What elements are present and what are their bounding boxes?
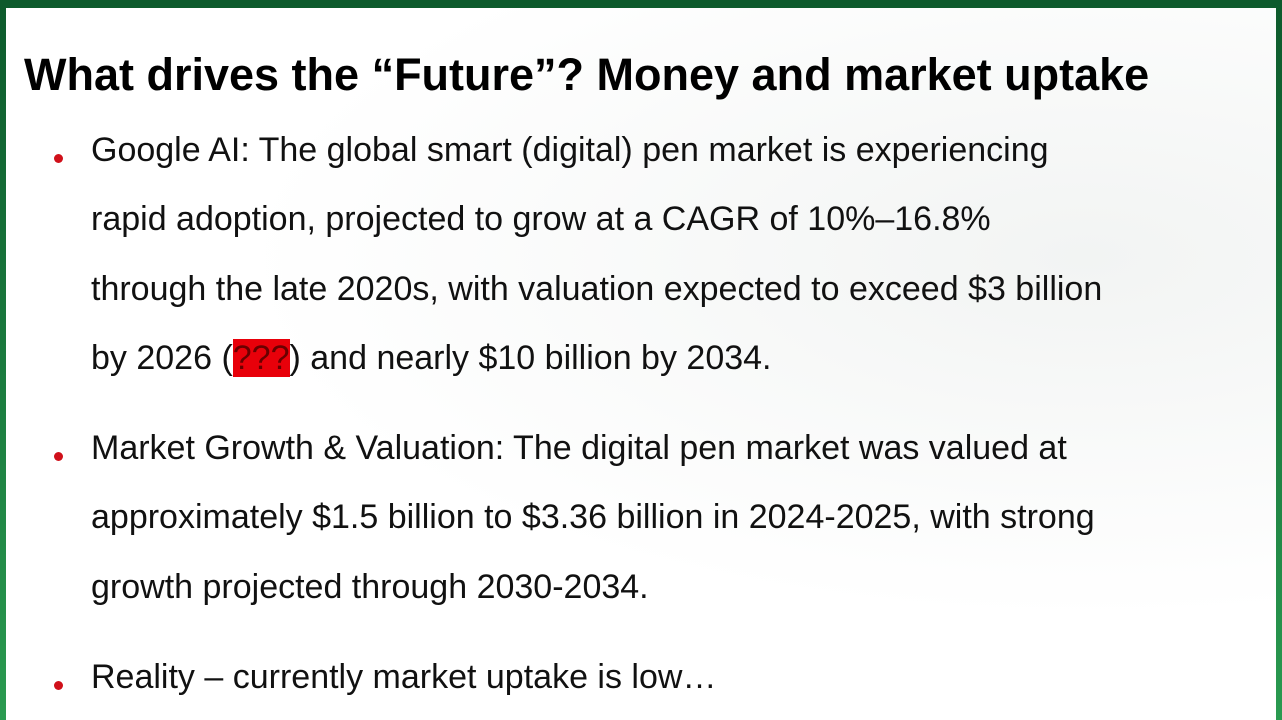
bullet-line: Google AI: The global smart (digital) pe… [91, 131, 1049, 169]
bullet-line: approximately $1.5 billion to $3.36 bill… [91, 498, 1095, 537]
bullet-dot [54, 681, 63, 690]
bullet-dot [54, 154, 63, 163]
slide: What drives the “Future”? Money and mark… [6, 8, 1276, 720]
bullet-line: rapid adoption, projected to grow at a C… [91, 200, 991, 239]
text: ) and nearly $10 billion by 2034. [289, 338, 772, 377]
bullet-line: growth projected through 2030-2034. [91, 567, 649, 606]
bullet-line: Market Growth & Valuation: The digital p… [91, 429, 1067, 467]
bullet-line: through the late 2020s, with valuation e… [91, 269, 1103, 308]
slide-title: What drives the “Future”? Money and mark… [24, 49, 1150, 100]
bullet-dot [54, 452, 63, 461]
text: by 2026 ( [91, 338, 233, 377]
bullet-line: by 2026 (???) and nearly $10 billion by … [91, 338, 772, 378]
bullet-line: Reality – currently market uptake is low… [91, 658, 717, 696]
highlight: ??? [232, 338, 290, 377]
